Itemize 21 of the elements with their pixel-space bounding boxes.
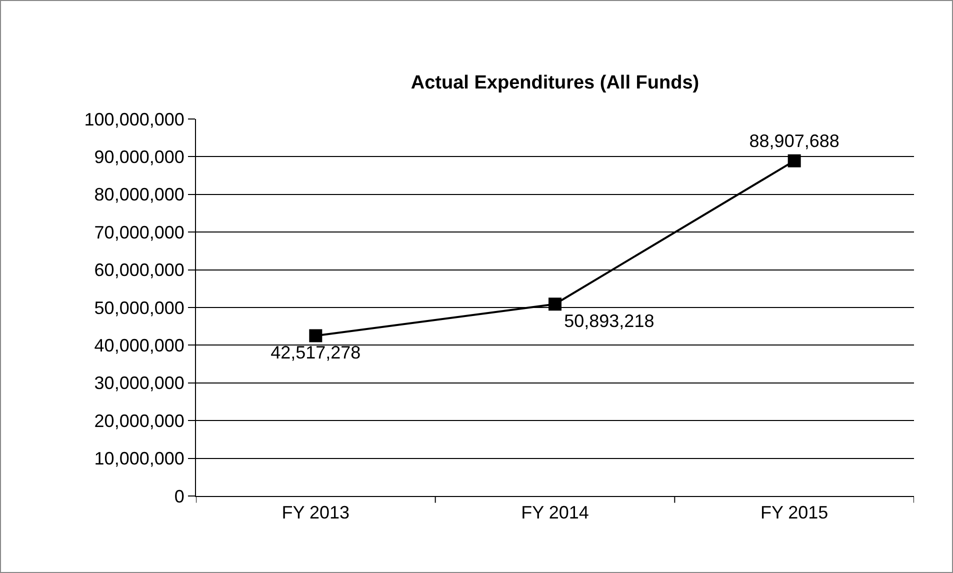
point: [788, 154, 801, 168]
chart-title: Actual Expenditures (All Funds): [410, 72, 700, 94]
point: [548, 298, 562, 311]
y-tick-label: 40,000,000: [94, 336, 184, 356]
x-tick-label: FY 2013: [282, 502, 350, 523]
x-tick-label: FY 2014: [521, 502, 589, 523]
y-tick-label: 10,000,000: [94, 448, 184, 469]
data-label: 42,517,278: [270, 342, 361, 362]
y-tick-label: 20,000,000: [94, 410, 184, 431]
y-tick-label: 80,000,000: [94, 184, 184, 205]
point: [309, 329, 322, 342]
y-tick-label: 70,000,000: [94, 222, 184, 242]
y-tick-label: 60,000,000: [94, 260, 184, 280]
y-tick-label: 50,000,000: [94, 298, 184, 318]
data-label: 88,907,688: [749, 131, 840, 152]
y-tick-label: 30,000,000: [94, 373, 184, 394]
y-tick-label: 90,000,000: [94, 147, 184, 167]
data-label: 50,893,218: [564, 310, 654, 331]
y-tick-label: 0: [174, 486, 184, 506]
y-tick-label: 100,000,000: [84, 109, 184, 130]
x-tick-label: FY 2015: [760, 502, 828, 523]
